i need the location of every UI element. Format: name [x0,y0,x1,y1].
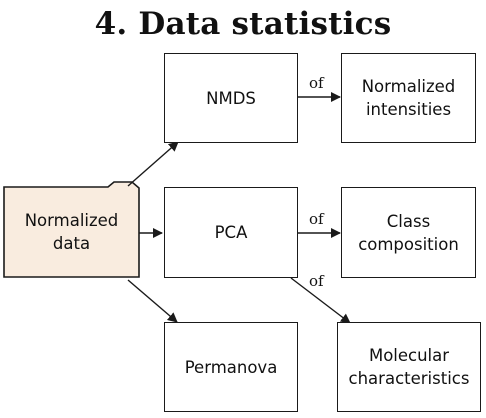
nmds-label: NMDS [206,88,256,108]
edge-label-pca-to-class: of [309,210,324,228]
normalized-intensities-label-line1: Normalized [361,77,456,96]
edge-label-nmds-to-intensities: of [309,74,324,92]
nmds-node: NMDS [164,53,298,143]
normalized-data-label-line1: Normalized [24,211,119,230]
normalized-data-label-line2: data [52,234,91,253]
normalized-data-folder-shape [3,181,140,278]
arrow-data-to-nmds [127,141,179,187]
class-composition-label-line1: Class [386,211,431,231]
permanova-label: Permanova [184,357,278,377]
arrow-pca-to-molecular [290,277,351,324]
molecular-characteristics-node: Molecular characteristics [337,322,481,412]
class-composition-node: Class composition [341,187,476,278]
class-composition-label-line2: composition [358,234,459,254]
permanova-node: Permanova [164,322,298,412]
pca-node: PCA [164,187,298,278]
pca-label: PCA [214,223,248,242]
normalized-intensities-label-line2: intensities [365,100,452,119]
edge-label-pca-to-molecular: of [309,272,324,290]
page-title: 4. Data statistics [94,6,392,42]
molecular-characteristics-label-line2: characteristics [348,369,470,388]
molecular-characteristics-label-line1: Molecular [368,346,450,365]
arrow-data-to-permanova [127,279,178,323]
normalized-intensities-node: Normalized intensities [341,53,476,143]
normalized-data-node: Normalized data [4,187,139,277]
